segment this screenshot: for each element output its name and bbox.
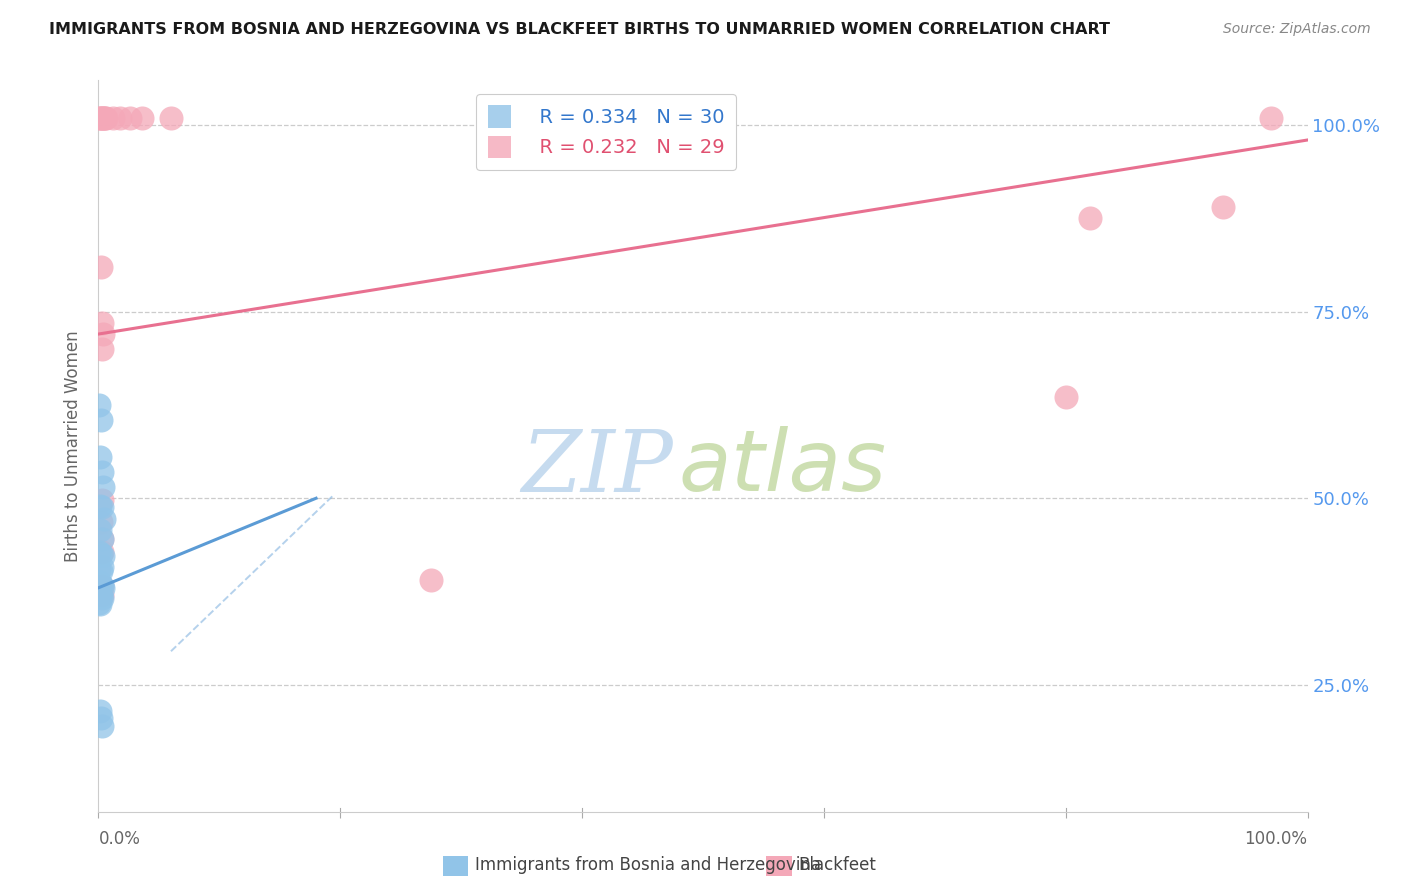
Point bbox=[91, 492, 114, 507]
Point bbox=[1078, 211, 1101, 226]
Legend:   R = 0.334   N = 30,   R = 0.232   N = 29: R = 0.334 N = 30, R = 0.232 N = 29 bbox=[477, 94, 737, 169]
Text: Immigrants from Bosnia and Herzegovina: Immigrants from Bosnia and Herzegovina bbox=[475, 856, 821, 874]
Point bbox=[90, 565, 112, 579]
Point bbox=[1260, 111, 1282, 125]
Point bbox=[89, 545, 111, 559]
Point bbox=[90, 260, 112, 274]
Point bbox=[91, 533, 114, 547]
Point bbox=[90, 590, 112, 604]
Point bbox=[87, 587, 110, 601]
Point bbox=[87, 574, 110, 589]
Text: IMMIGRANTS FROM BOSNIA AND HERZEGOVINA VS BLACKFEET BIRTHS TO UNMARRIED WOMEN CO: IMMIGRANTS FROM BOSNIA AND HERZEGOVINA V… bbox=[49, 22, 1111, 37]
Point bbox=[160, 111, 183, 125]
Point bbox=[90, 111, 112, 125]
Point bbox=[89, 111, 111, 125]
Point bbox=[91, 719, 114, 733]
Point bbox=[91, 533, 114, 547]
Point bbox=[90, 591, 112, 606]
Point bbox=[91, 111, 114, 125]
Point bbox=[89, 398, 111, 412]
Point bbox=[1212, 200, 1234, 214]
Point bbox=[108, 111, 131, 125]
Point bbox=[89, 111, 111, 125]
Point bbox=[89, 597, 111, 611]
Point bbox=[89, 499, 111, 513]
Text: ZIP: ZIP bbox=[520, 426, 672, 509]
Point bbox=[91, 316, 114, 330]
Point bbox=[90, 578, 112, 592]
Text: atlas: atlas bbox=[679, 426, 887, 509]
Point bbox=[87, 596, 110, 610]
Point bbox=[94, 111, 117, 125]
Point bbox=[420, 574, 443, 588]
Point bbox=[94, 111, 117, 125]
Point bbox=[91, 588, 114, 602]
Text: 0.0%: 0.0% bbox=[98, 830, 141, 848]
Point bbox=[93, 480, 115, 494]
Point bbox=[91, 549, 114, 564]
Point bbox=[131, 111, 153, 125]
Point bbox=[89, 576, 111, 591]
Point bbox=[101, 111, 124, 125]
Point bbox=[89, 450, 111, 465]
Text: Source: ZipAtlas.com: Source: ZipAtlas.com bbox=[1223, 22, 1371, 37]
Point bbox=[93, 111, 115, 125]
Point bbox=[90, 500, 112, 515]
Point bbox=[90, 579, 112, 593]
Point bbox=[91, 342, 114, 356]
Point bbox=[89, 523, 111, 537]
Point bbox=[90, 515, 112, 529]
Point bbox=[93, 512, 115, 526]
Point bbox=[1054, 391, 1077, 405]
Point bbox=[118, 111, 141, 125]
Point bbox=[91, 581, 114, 595]
Point bbox=[91, 111, 114, 125]
Point bbox=[91, 326, 114, 341]
Point bbox=[89, 704, 111, 718]
Point bbox=[90, 711, 112, 725]
Point bbox=[91, 579, 114, 593]
Point bbox=[91, 465, 114, 479]
Point bbox=[89, 562, 111, 576]
Point bbox=[91, 545, 114, 559]
Y-axis label: Births to Unmarried Women: Births to Unmarried Women bbox=[65, 330, 83, 562]
Point bbox=[90, 547, 112, 561]
Point bbox=[90, 560, 112, 574]
Text: 100.0%: 100.0% bbox=[1244, 830, 1308, 848]
Point bbox=[89, 588, 111, 602]
Point bbox=[90, 413, 112, 427]
Text: Blackfeet: Blackfeet bbox=[799, 856, 876, 874]
